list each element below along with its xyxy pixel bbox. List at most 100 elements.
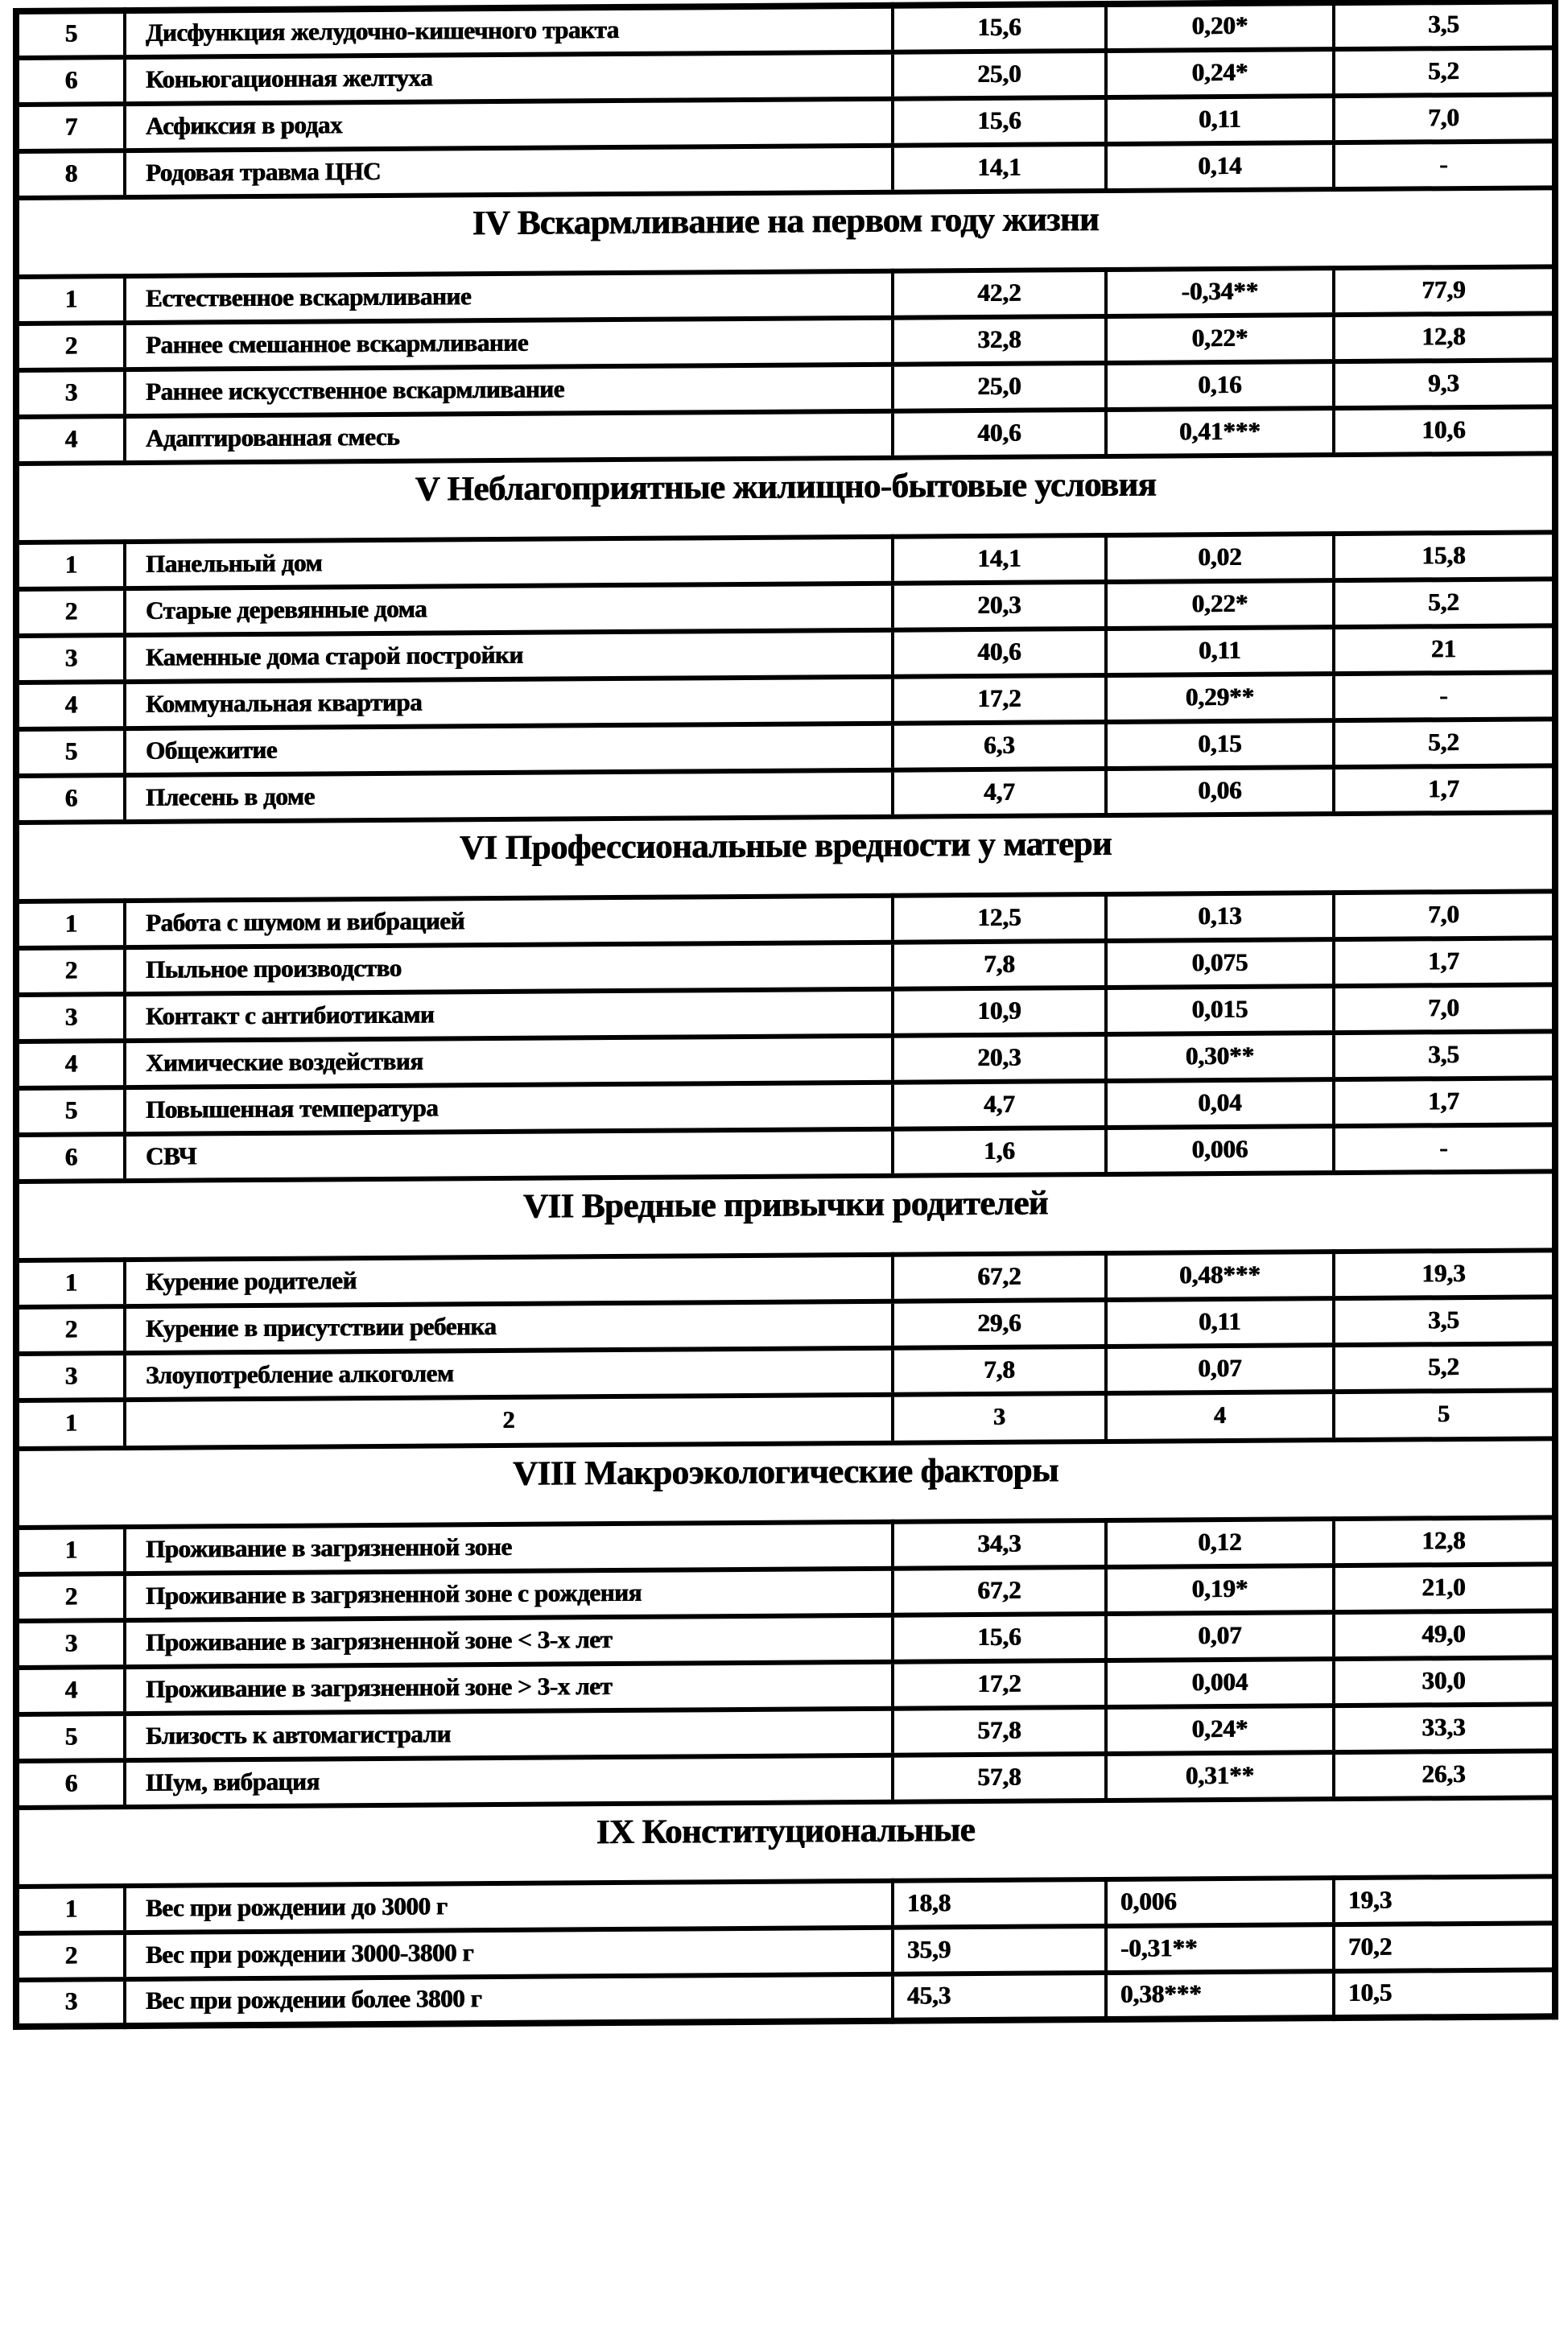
- section-header-row: VIII Макроэкологические факторы: [16, 1438, 1555, 1528]
- factor-name-cell: Общежитие: [125, 723, 893, 776]
- row-number-cell: 1: [16, 542, 125, 589]
- value-cell-col5: 30,0: [1334, 1657, 1555, 1706]
- value-cell-col4: 0,24*: [1106, 49, 1334, 97]
- risk-factors-table: 5 Дисфункция желудочно-кишечного тракта 15…: [13, 0, 1558, 2031]
- column-number-cell: 5: [1334, 1390, 1555, 1441]
- value-cell-col5: 19,3: [1334, 1876, 1555, 1925]
- factor-name-cell: Работа с шумом и вибрацией: [125, 895, 893, 948]
- value-cell-col3: 42,2: [893, 269, 1106, 318]
- row-number-cell: 6: [16, 1134, 125, 1182]
- factor-name-cell: Адаптированная смесь: [125, 410, 893, 464]
- value-cell-col3: 20,3: [893, 581, 1106, 630]
- row-number-cell: 2: [16, 947, 125, 995]
- value-cell-col3: 29,6: [893, 1299, 1106, 1348]
- row-number-cell: 5: [16, 10, 125, 58]
- factor-name-cell: Коньюгационная желтуха: [125, 52, 893, 105]
- value-cell-col4: 0,004: [1106, 1659, 1334, 1707]
- factor-name-cell: Дисфункция желудочно-кишечного тракта: [125, 5, 893, 58]
- value-cell-col5: 70,2: [1334, 1923, 1555, 1972]
- value-cell-col5: 19,3: [1334, 1250, 1555, 1299]
- value-cell-col5: 21,0: [1334, 1564, 1555, 1613]
- value-cell-col4: 0,31**: [1106, 1752, 1334, 1800]
- row-number-cell: 3: [16, 635, 125, 683]
- value-cell-col5: -: [1334, 672, 1555, 721]
- value-cell-col4: 0,29**: [1106, 674, 1334, 722]
- value-cell-col5: 12,8: [1334, 313, 1555, 362]
- row-number-cell: 2: [16, 588, 125, 636]
- row-number-cell: 5: [16, 1714, 125, 1761]
- row-number-cell: 1: [16, 1260, 125, 1307]
- row-number-cell: 1: [16, 901, 125, 948]
- factor-name-cell: Плесень в доме: [125, 769, 893, 823]
- value-cell-col3: 57,8: [893, 1706, 1106, 1755]
- value-cell-col4: -0,31**: [1106, 1924, 1334, 1973]
- value-cell-col4: 0,22*: [1106, 580, 1334, 629]
- factor-name-cell: Вес при рождении 3000-3800 г: [125, 1927, 893, 1980]
- column-number-cell: 4: [1106, 1392, 1334, 1442]
- value-cell-col4: 0,30**: [1106, 1033, 1334, 1081]
- row-number-cell: 4: [16, 1667, 125, 1714]
- value-cell-col3: 32,8: [893, 316, 1106, 365]
- value-cell-col3: 15,6: [893, 3, 1106, 52]
- section-header-row: IV Вскармливание на первом году жизни: [16, 188, 1555, 277]
- factor-name-cell: Родовая травма ЦНС: [125, 145, 893, 198]
- value-cell-col3: 25,0: [893, 362, 1106, 411]
- value-cell-col5: 5,2: [1334, 47, 1555, 97]
- section-title: V Неблагоприятные жилищно-бытовые услови…: [16, 453, 1555, 542]
- value-cell-col3: 15,6: [893, 97, 1106, 146]
- value-cell-col5: 1,7: [1334, 938, 1555, 987]
- value-cell-col4: 0,13: [1106, 893, 1334, 941]
- value-cell-col5: 5,2: [1334, 579, 1555, 628]
- value-cell-col3: 7,8: [893, 940, 1106, 989]
- value-cell-col4: 0,006: [1106, 1878, 1334, 1926]
- factor-name-cell: Естественное вскармливание: [125, 270, 893, 324]
- row-number-cell: 6: [16, 775, 125, 823]
- value-cell-col3: 40,6: [893, 409, 1106, 458]
- value-cell-col3: 18,8: [893, 1879, 1106, 1928]
- factor-name-cell: Курение в присутствии ребенка: [125, 1301, 893, 1354]
- value-cell-col4: 0,24*: [1106, 1706, 1334, 1754]
- value-cell-col5: 5,2: [1334, 719, 1555, 768]
- factor-name-cell: Панельный дом: [125, 536, 893, 589]
- factor-name-cell: Курение родителей: [125, 1254, 893, 1307]
- value-cell-col3: 1,6: [893, 1127, 1106, 1176]
- value-cell-col5: 10,5: [1334, 1970, 1555, 2019]
- factor-name-cell: Вес при рождении более 3800 г: [125, 1974, 893, 2027]
- row-number-cell: 8: [16, 151, 125, 198]
- value-cell-col5: 9,3: [1334, 360, 1555, 409]
- column-number-cell: 1: [16, 1400, 125, 1449]
- factor-name-cell: Каменные дома старой постройки: [125, 629, 893, 683]
- value-cell-col5: 7,0: [1334, 891, 1555, 940]
- column-number-cell: 2: [125, 1394, 893, 1449]
- value-cell-col3: 57,8: [893, 1753, 1106, 1802]
- section-header-row: V Неблагоприятные жилищно-бытовые услови…: [16, 453, 1555, 542]
- value-cell-col4: 0,38***: [1106, 1971, 1334, 2019]
- section-header-row: VII Вредные привычки родителей: [16, 1171, 1555, 1260]
- factor-name-cell: Раннее смешанное вскармливание: [125, 317, 893, 370]
- row-number-cell: 2: [16, 323, 125, 370]
- row-number-cell: 6: [16, 1760, 125, 1808]
- value-cell-col5: 12,8: [1334, 1517, 1555, 1566]
- value-cell-col3: 40,6: [893, 628, 1106, 677]
- value-cell-col4: 0,22*: [1106, 315, 1334, 363]
- row-number-cell: 3: [16, 1620, 125, 1668]
- factor-name-cell: Близость к автомагистрали: [125, 1708, 893, 1761]
- factor-name-cell: Вес при рождении до 3000 г: [125, 1880, 893, 1933]
- value-cell-col5: 15,8: [1334, 532, 1555, 581]
- row-number-cell: 3: [16, 1353, 125, 1400]
- value-cell-col5: 3,5: [1334, 1031, 1555, 1080]
- factor-name-cell: Пыльное производство: [125, 942, 893, 995]
- value-cell-col3: 25,0: [893, 50, 1106, 99]
- factor-name-cell: Повышенная температура: [125, 1082, 893, 1135]
- factor-name-cell: Асфиксия в родах: [125, 98, 893, 151]
- value-cell-col5: 21: [1334, 625, 1555, 674]
- value-cell-col3: 34,3: [893, 1520, 1106, 1569]
- value-cell-col4: 0,20*: [1106, 2, 1334, 51]
- value-cell-col4: -0,34**: [1106, 268, 1334, 316]
- value-cell-col4: 0,006: [1106, 1126, 1334, 1174]
- value-cell-col5: 77,9: [1334, 266, 1555, 316]
- section-title: VI Профессиональные вредности у матери: [16, 812, 1555, 901]
- row-number-cell: 4: [16, 1041, 125, 1088]
- factor-row: 3 Вес при рождении более 3800 г 45,3 0,38**…: [16, 1970, 1555, 2027]
- value-cell-col3: 20,3: [893, 1033, 1106, 1083]
